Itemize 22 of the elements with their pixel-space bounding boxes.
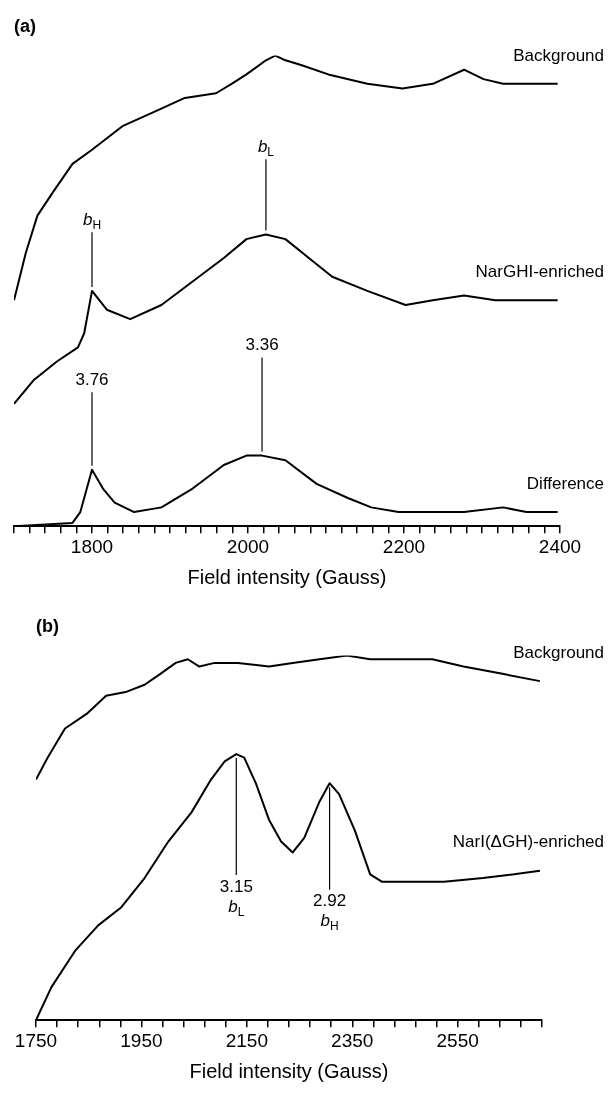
annotation: 2.92 [313, 891, 347, 911]
series-label: Background [513, 642, 605, 662]
x-tick-label: 2150 [225, 1029, 268, 1051]
annotation: 3.76 [75, 370, 109, 389]
x-tick-label: 1800 [70, 535, 114, 557]
annotation: 3.15 [219, 876, 253, 896]
x-tick-label: 2000 [226, 535, 270, 557]
chart-title: (a) [14, 15, 36, 36]
series-label: Background [513, 45, 605, 65]
x-tick-label: 1950 [120, 1029, 163, 1051]
annotation: 3.36 [245, 335, 279, 355]
x-tick-label: 2200 [382, 535, 426, 557]
x-axis-title: Field intensity (Gauss) [187, 565, 387, 588]
series-label: NarI(ΔGH)-enriched [452, 832, 605, 852]
series-label: Difference [526, 473, 605, 493]
x-tick-label: 2350 [331, 1029, 374, 1051]
x-tick-label: 2400 [538, 535, 582, 557]
chart-title: (b) [36, 615, 59, 636]
series-label: NarGHI-enriched [475, 262, 605, 281]
x-tick-label: 1750 [14, 1029, 58, 1051]
x-axis-title: Field intensity (Gauss) [189, 1059, 389, 1082]
x-tick-label: 2550 [436, 1029, 479, 1051]
